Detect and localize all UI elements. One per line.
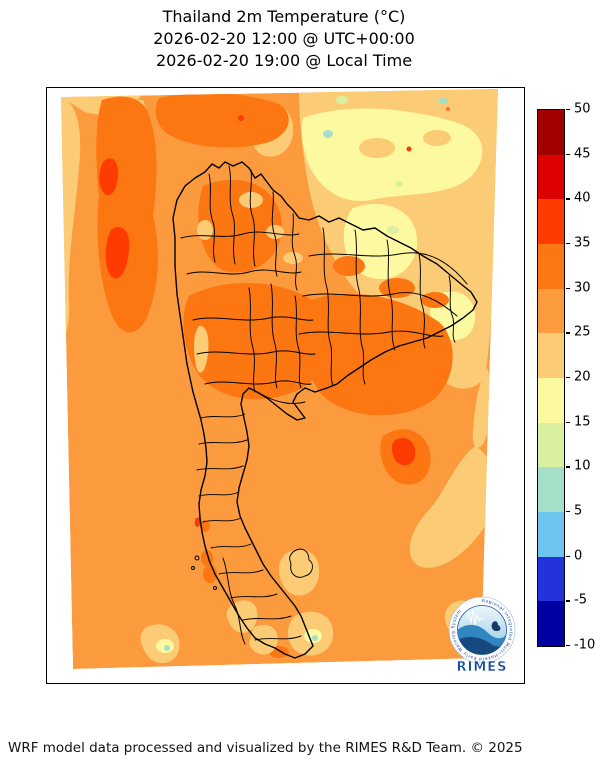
map-region-cream-right-strip: [472, 368, 493, 448]
colorbar-segment: [538, 422, 564, 468]
colorbar-tick-label: 30: [574, 280, 591, 296]
rimes-logo-seismogram: [466, 608, 485, 626]
map-region-hot-cambodia: [301, 293, 453, 416]
title-line-local-time: 2026-02-20 19:00 @ Local Time: [155, 51, 413, 70]
colorbar-tick-mark: [566, 243, 570, 245]
map-dot-cool-sw-2: [164, 645, 170, 651]
colorbar-segment: [538, 378, 564, 423]
colorbar-tick-label: 10: [574, 458, 591, 474]
rimes-logo-wave-dark: [457, 637, 507, 655]
map-frame: Regional Integrated Multi-Hazard Early W…: [46, 87, 525, 684]
colorbar-segment: [538, 154, 564, 200]
colorbar-segment: [538, 333, 564, 379]
map-region-hot-ne-3: [421, 292, 449, 308]
map-region-hot-topcenter: [155, 93, 289, 148]
title-line-variable: Thailand 2m Temperature (°C): [162, 7, 406, 26]
colorbar-segment: [538, 601, 564, 647]
colorbar-tick-label: 35: [574, 235, 591, 251]
map-region-hot-ne-1: [333, 256, 365, 276]
colorbar-tick-label: -10: [574, 637, 596, 653]
map-dot-cool-2: [323, 130, 333, 138]
colorbar-tick-mark: [566, 600, 570, 602]
colorbar-segment: [538, 288, 564, 334]
colorbar-tick-label: 0: [574, 548, 583, 564]
map-dot-hot-coast: [194, 517, 202, 527]
map-region-cream-isthmus: [194, 325, 209, 373]
colorbar-segment: [538, 199, 564, 245]
map-region-hot-central: [183, 283, 333, 400]
map-dot-hot-2: [406, 146, 412, 152]
colorbar-tick-mark: [566, 555, 570, 557]
map-dot-cool-3: [387, 226, 399, 234]
map-region-cream-valley-1: [239, 192, 263, 208]
rimes-logo-label: RIMES: [456, 660, 507, 675]
colorbar-tick-label: 50: [574, 101, 591, 117]
map-region-hot-coast-1: [200, 520, 210, 532]
map-region-cream-sw-1: [279, 549, 320, 596]
map-region-cream-mottle-1: [359, 138, 395, 158]
rimes-logo-silhouette: [491, 621, 501, 632]
map-region-cream-valley-3: [197, 220, 213, 240]
colorbar-tick-mark: [566, 645, 570, 647]
map-dot-cool-sw-1: [312, 635, 318, 641]
colorbar-tick-mark: [566, 287, 570, 289]
title-line-utc-time: 2026-02-20 12:00 @ UTC+00:00: [153, 29, 415, 48]
map-region-cream-valley-4: [283, 252, 303, 264]
thailand-province-borders: [180, 165, 468, 645]
colorbar-tick-label: 15: [574, 414, 591, 430]
colorbar-tick-label: 20: [574, 369, 591, 385]
map-canvas: Regional Integrated Multi-Hazard Early W…: [61, 89, 516, 675]
map-dot-hot-1: [238, 115, 244, 121]
rimes-logo: Regional Integrated Multi-Hazard Early W…: [448, 596, 516, 675]
map-dot-cool-4: [438, 98, 448, 104]
map-dot-cool-5: [395, 181, 403, 187]
colorbar-tick-label: 45: [574, 146, 591, 162]
colorbar-ticks: 50 45 40 35 30 25 20 15 10 5 0 -5 -10: [566, 102, 604, 653]
map-region-hottest-west-1: [99, 158, 119, 196]
map-region-cream-mottle-2: [423, 130, 451, 146]
thailand-borders: [172, 161, 478, 659]
colorbar-segment: [538, 467, 564, 513]
colorbar-tick-mark: [566, 153, 570, 155]
figure-title: Thailand 2m Temperature (°C) 2026-02-20 …: [153, 6, 415, 72]
footer-credit: WRF model data processed and visualized …: [8, 740, 523, 756]
colorbar-tick-mark: [566, 421, 570, 423]
map-region-cream-se-diagonal: [409, 446, 497, 568]
colorbar-tick-mark: [566, 377, 570, 379]
colorbar-tick-mark: [566, 109, 570, 111]
colorbar-segment: [538, 110, 564, 155]
colorbar-tick-mark: [566, 332, 570, 334]
colorbar-segment: [538, 512, 564, 557]
map-dot-hot-3: [446, 107, 450, 111]
colorbar-tick-label: 25: [574, 324, 591, 340]
colorbar: [537, 109, 565, 647]
map-region-hottest-west-2: [105, 226, 130, 279]
map-region-hottest-gulf: [391, 437, 416, 466]
map-region-cream-sw-5: [249, 624, 278, 655]
colorbar-segment: [538, 244, 564, 289]
map-region-cream-left-band: [61, 97, 81, 338]
colorbar-tick-mark: [566, 466, 570, 468]
colorbar-tick-label: 5: [574, 503, 583, 519]
map-dot-cool-1: [336, 96, 348, 104]
map-region-cream-valley-2: [266, 225, 284, 239]
colorbar-tick-label: 40: [574, 190, 591, 206]
colorbar-tick-mark: [566, 198, 570, 200]
colorbar-tick-mark: [566, 511, 570, 513]
colorbar-tick-label: -5: [574, 592, 587, 608]
colorbar-segment: [538, 556, 564, 602]
